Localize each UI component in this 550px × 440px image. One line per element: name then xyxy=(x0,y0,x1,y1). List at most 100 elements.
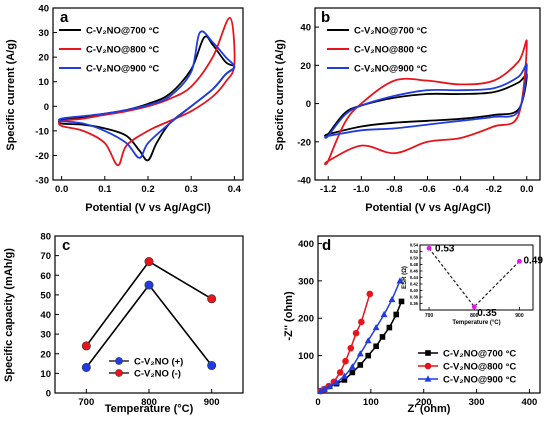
nyquist-point xyxy=(349,369,356,376)
nyquist-point xyxy=(366,290,374,298)
x-tick-label: 0.0 xyxy=(55,184,68,195)
legend-marker xyxy=(424,375,432,382)
x-tick-label: 200 xyxy=(416,397,432,408)
legend-marker xyxy=(425,350,431,356)
x-tick-label: 0.0 xyxy=(520,184,533,195)
inset-y-tick-label: 0.36 xyxy=(410,301,419,306)
inset-y-tick-label: 0.54 xyxy=(410,243,419,248)
y-tick-label: 80 xyxy=(40,232,51,243)
capacity-line xyxy=(85,260,213,347)
esr-point xyxy=(471,304,477,310)
esr-value-label: 0.53 xyxy=(435,243,455,254)
y-tick-label: -40 xyxy=(297,176,311,187)
capacity-point xyxy=(144,280,154,290)
nyquist-point xyxy=(336,369,344,376)
nyquist-point xyxy=(365,352,372,359)
y-axis-label: Specific capacity (mAh/g) xyxy=(3,248,15,382)
x-tick-label: 0.1 xyxy=(98,184,112,195)
x-tick-label: -0.4 xyxy=(452,184,469,195)
nyquist-line xyxy=(320,280,401,392)
y-tick-label: 300 xyxy=(298,276,314,287)
panel-letter: d xyxy=(322,237,331,254)
y-axis-label: Specific current (A/g) xyxy=(5,39,17,151)
inset-y-tick-label: 0.48 xyxy=(410,262,419,267)
capacity-point xyxy=(144,257,154,267)
nyquist-point xyxy=(372,323,380,331)
legend-marker xyxy=(424,362,432,370)
nyquist-point xyxy=(358,318,365,326)
inset-frame xyxy=(419,244,534,311)
legend-label: C-V₂NO@700 °C xyxy=(354,26,427,37)
cv-curve-900 xyxy=(324,63,528,139)
x-tick-label: -1.2 xyxy=(320,184,336,195)
x-tick-label: -0.8 xyxy=(386,184,402,195)
x-tick-label: 0 xyxy=(315,397,320,408)
x-tick-label: -1.0 xyxy=(353,184,369,195)
y-tick-label: 20 xyxy=(40,349,51,360)
legend-label: C-V₂NO@800 °C xyxy=(86,45,159,56)
panel-letter: c xyxy=(62,237,70,254)
nyquist-point xyxy=(352,329,360,337)
y-tick-label: 400 xyxy=(298,239,314,250)
nyquist-point xyxy=(333,378,340,386)
inset-y-tick-label: 0.38 xyxy=(410,295,419,300)
x-axis-label: Potential (V vs Ag/AgCl) xyxy=(85,202,211,214)
x-tick-label: 400 xyxy=(521,397,537,408)
inset-x-tick-label: 800 xyxy=(470,313,479,319)
nyquist-point xyxy=(320,385,328,392)
inset-x-tick-label: 900 xyxy=(515,313,524,319)
y-tick-label: 40 xyxy=(300,23,311,34)
cv-curve-700 xyxy=(324,72,528,137)
esr-value-label: 0.35 xyxy=(477,308,497,319)
nyquist-point xyxy=(357,362,364,368)
x-tick-label: 0.2 xyxy=(141,184,154,195)
panel-a: 0.0 0.1 0.2 0.3 0.4 -30 -20 -10 0 10 20 30 40 Potenti… xyxy=(5,4,244,214)
panel-b: -1.2 -1.0 -0.8 -0.6 -0.4 -0.2 0.0 -40 -20 0 20 40 Po… xyxy=(274,7,541,214)
inset-y-tick-label: 0.46 xyxy=(410,269,419,274)
legend-label: C-V₂NO@900 °C xyxy=(443,375,516,386)
cv-curve-800 xyxy=(324,39,528,166)
nyquist-point xyxy=(388,295,396,303)
nyquist-point xyxy=(317,387,325,394)
y-tick-label: 70 xyxy=(40,251,51,262)
nyquist-point xyxy=(341,377,348,383)
nyquist-line xyxy=(320,301,403,392)
nyquist-point xyxy=(342,357,349,365)
esr-inset: 700 800 9000.360.380.400.420.440.460.480.5… xyxy=(402,243,543,326)
legend-label: C-V₂NO (+) xyxy=(134,357,183,368)
y-tick-label: 40 xyxy=(38,4,49,15)
legend-label: C-V₂NO@900 °C xyxy=(354,64,427,75)
legend-marker xyxy=(115,357,123,365)
y-tick-label: 10 xyxy=(40,369,51,380)
y-tick-label: 60 xyxy=(40,271,51,282)
x-axis-label: Z' (ohm) xyxy=(408,403,451,415)
esr-value-label: 0.49 xyxy=(523,255,543,266)
capacity-point xyxy=(207,361,217,371)
nyquist-point xyxy=(326,382,334,389)
esr-point xyxy=(517,258,522,264)
esr-dashed-line xyxy=(428,247,520,308)
nyquist-point xyxy=(396,277,404,284)
y-tick-label: 20 xyxy=(38,53,49,64)
cv-curve-900 xyxy=(58,30,236,159)
legend-label: C-V₂NO@800 °C xyxy=(354,45,427,56)
panel-c: 700 800 900 0 10 20 30 40 50 60 70 80 Temperature (°… xyxy=(3,232,244,415)
legend-label: C-V₂NO@700 °C xyxy=(86,26,159,37)
panel-d: 0 100 200 300 400 100 200 300 400 Z' (ohm) -Z'' (o… xyxy=(283,235,543,415)
legend-label: C-V₂NO@900 °C xyxy=(86,64,159,75)
x-tick-label: 0.4 xyxy=(228,184,242,195)
legend-label: C-V₂NO (-) xyxy=(134,369,181,380)
inset-x-tick-label: 700 xyxy=(425,313,434,319)
x-tick-label: 0.3 xyxy=(185,184,198,195)
y-tick-label: 100 xyxy=(298,351,314,362)
y-tick-label: -30 xyxy=(35,176,49,187)
legend-marker xyxy=(115,369,123,377)
x-axis-label: Temperature (°C) xyxy=(105,403,194,415)
inset-y-tick-label: 0.50 xyxy=(410,256,419,261)
nyquist-point xyxy=(386,324,393,331)
esr-point xyxy=(426,245,432,251)
x-tick-label: -0.6 xyxy=(419,184,435,195)
y-tick-label: 200 xyxy=(298,314,314,325)
nyquist-point xyxy=(356,350,364,357)
